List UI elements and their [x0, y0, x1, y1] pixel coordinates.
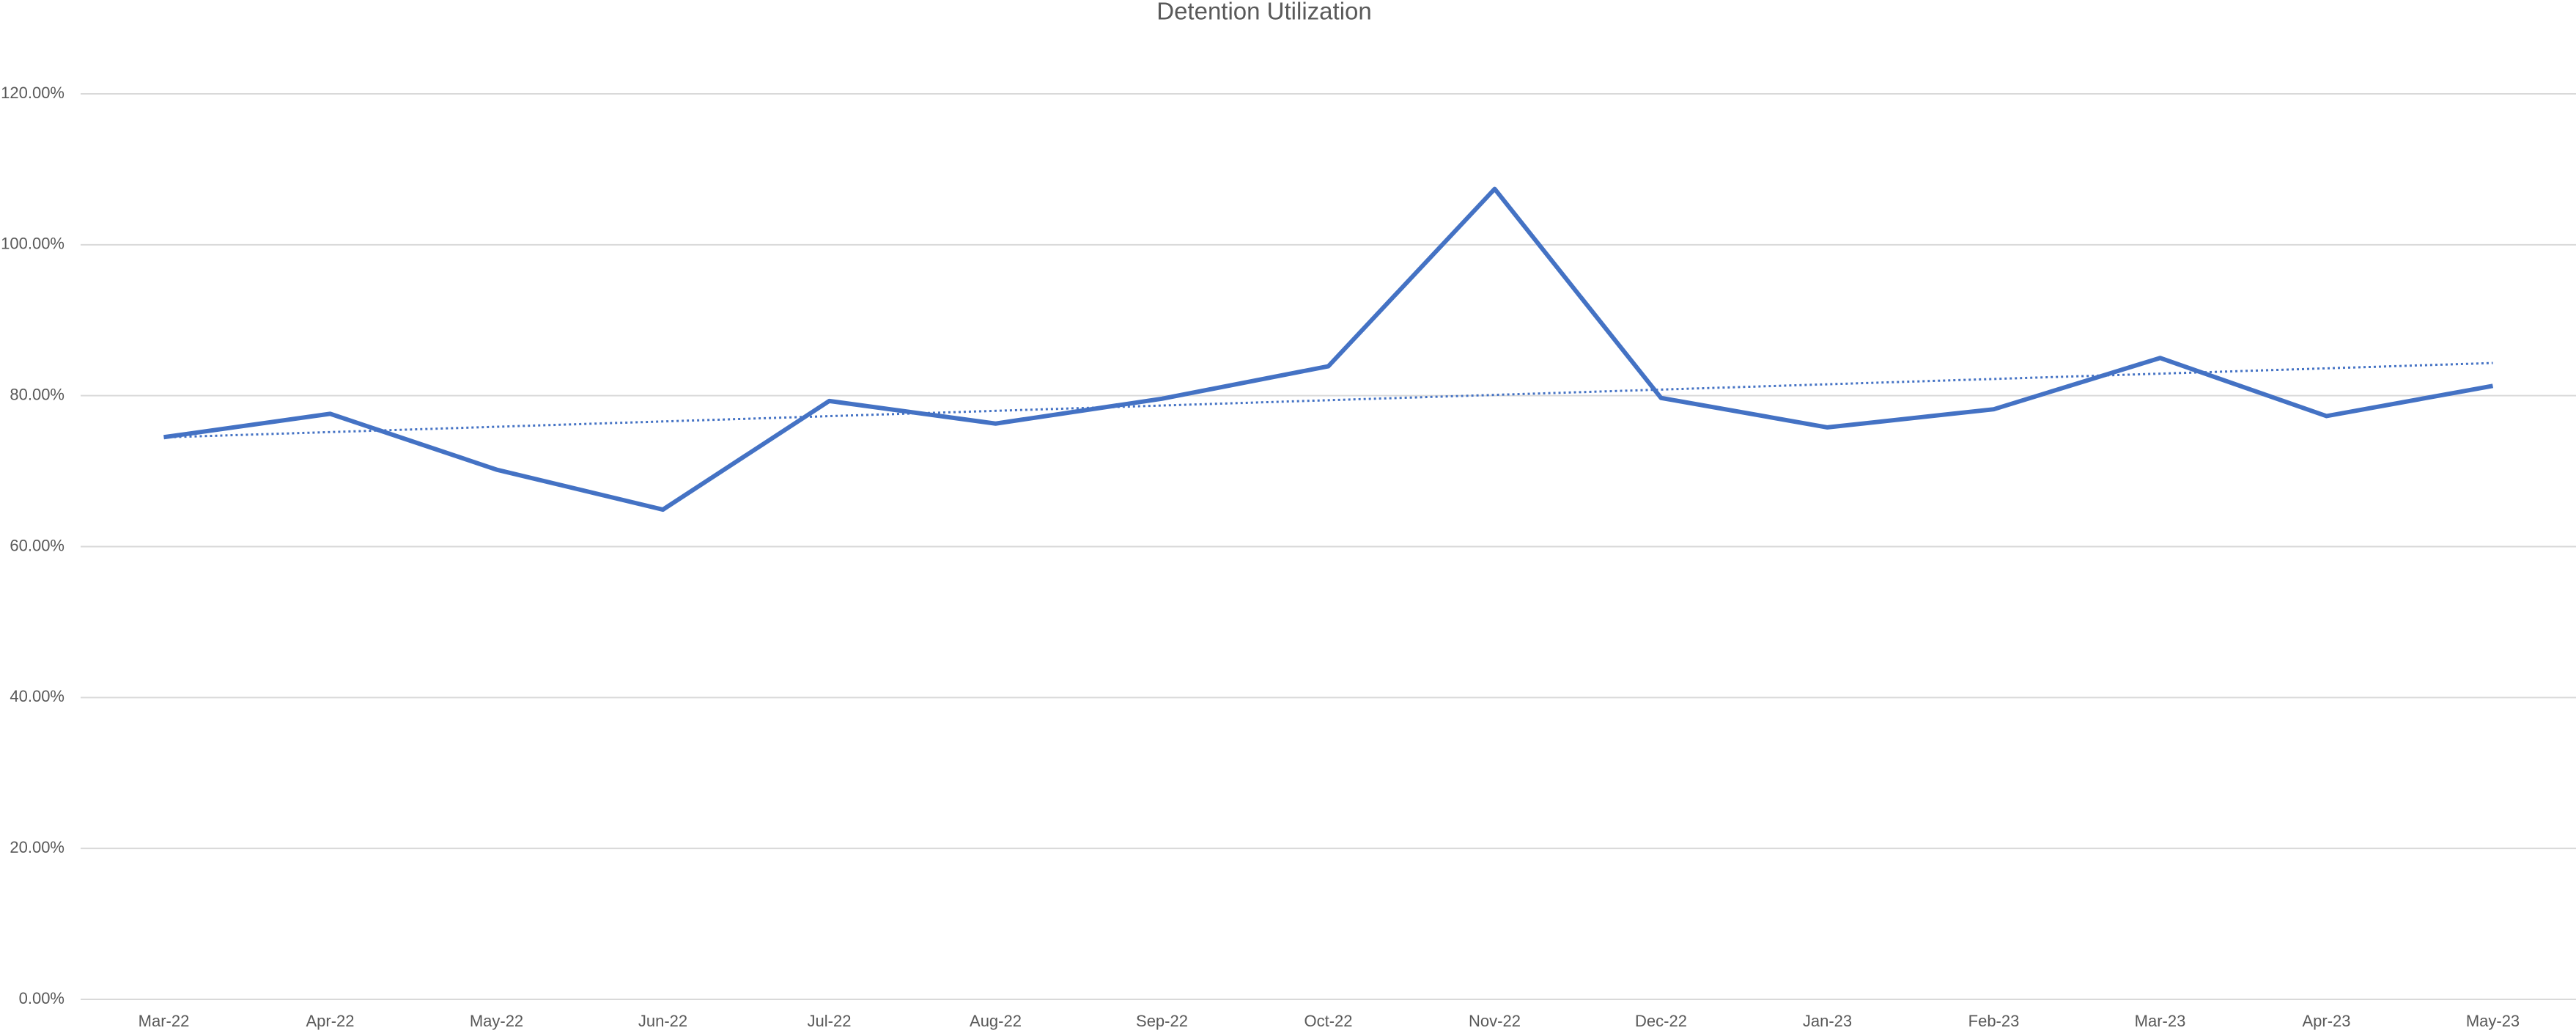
x-tick-label: Jun-22 — [638, 1012, 687, 1030]
y-tick-label: 120.00% — [1, 84, 64, 102]
y-tick-label: 100.00% — [1, 235, 64, 253]
chart-title: Detention Utilization — [1156, 0, 1372, 25]
x-tick-label: May-22 — [470, 1012, 523, 1030]
x-tick-label: Mar-22 — [139, 1012, 190, 1030]
x-tick-label: Mar-23 — [2135, 1012, 2186, 1030]
x-tick-label: May-23 — [2466, 1012, 2520, 1030]
y-tick-label: 80.00% — [10, 385, 64, 403]
x-tick-label: Nov-22 — [1469, 1012, 1521, 1030]
x-tick-label: Aug-22 — [970, 1012, 1022, 1030]
x-tick-label: Dec-22 — [1635, 1012, 1687, 1030]
x-tick-label: Apr-22 — [306, 1012, 354, 1030]
y-tick-label: 20.00% — [10, 838, 64, 856]
x-tick-label: Sep-22 — [1136, 1012, 1188, 1030]
x-tick-label: Jul-22 — [808, 1012, 852, 1030]
trendline — [163, 361, 2493, 439]
x-tick-label: Feb-23 — [1968, 1012, 2020, 1030]
x-tick-label: Oct-22 — [1304, 1012, 1352, 1030]
y-tick-label: 40.00% — [10, 687, 64, 705]
x-tick-label: Apr-23 — [2302, 1012, 2350, 1030]
y-tick-label: 60.00% — [10, 536, 64, 554]
x-tick-label: Jan-23 — [1803, 1012, 1852, 1030]
y-tick-label: 0.00% — [19, 989, 64, 1007]
data-line — [163, 186, 2494, 513]
